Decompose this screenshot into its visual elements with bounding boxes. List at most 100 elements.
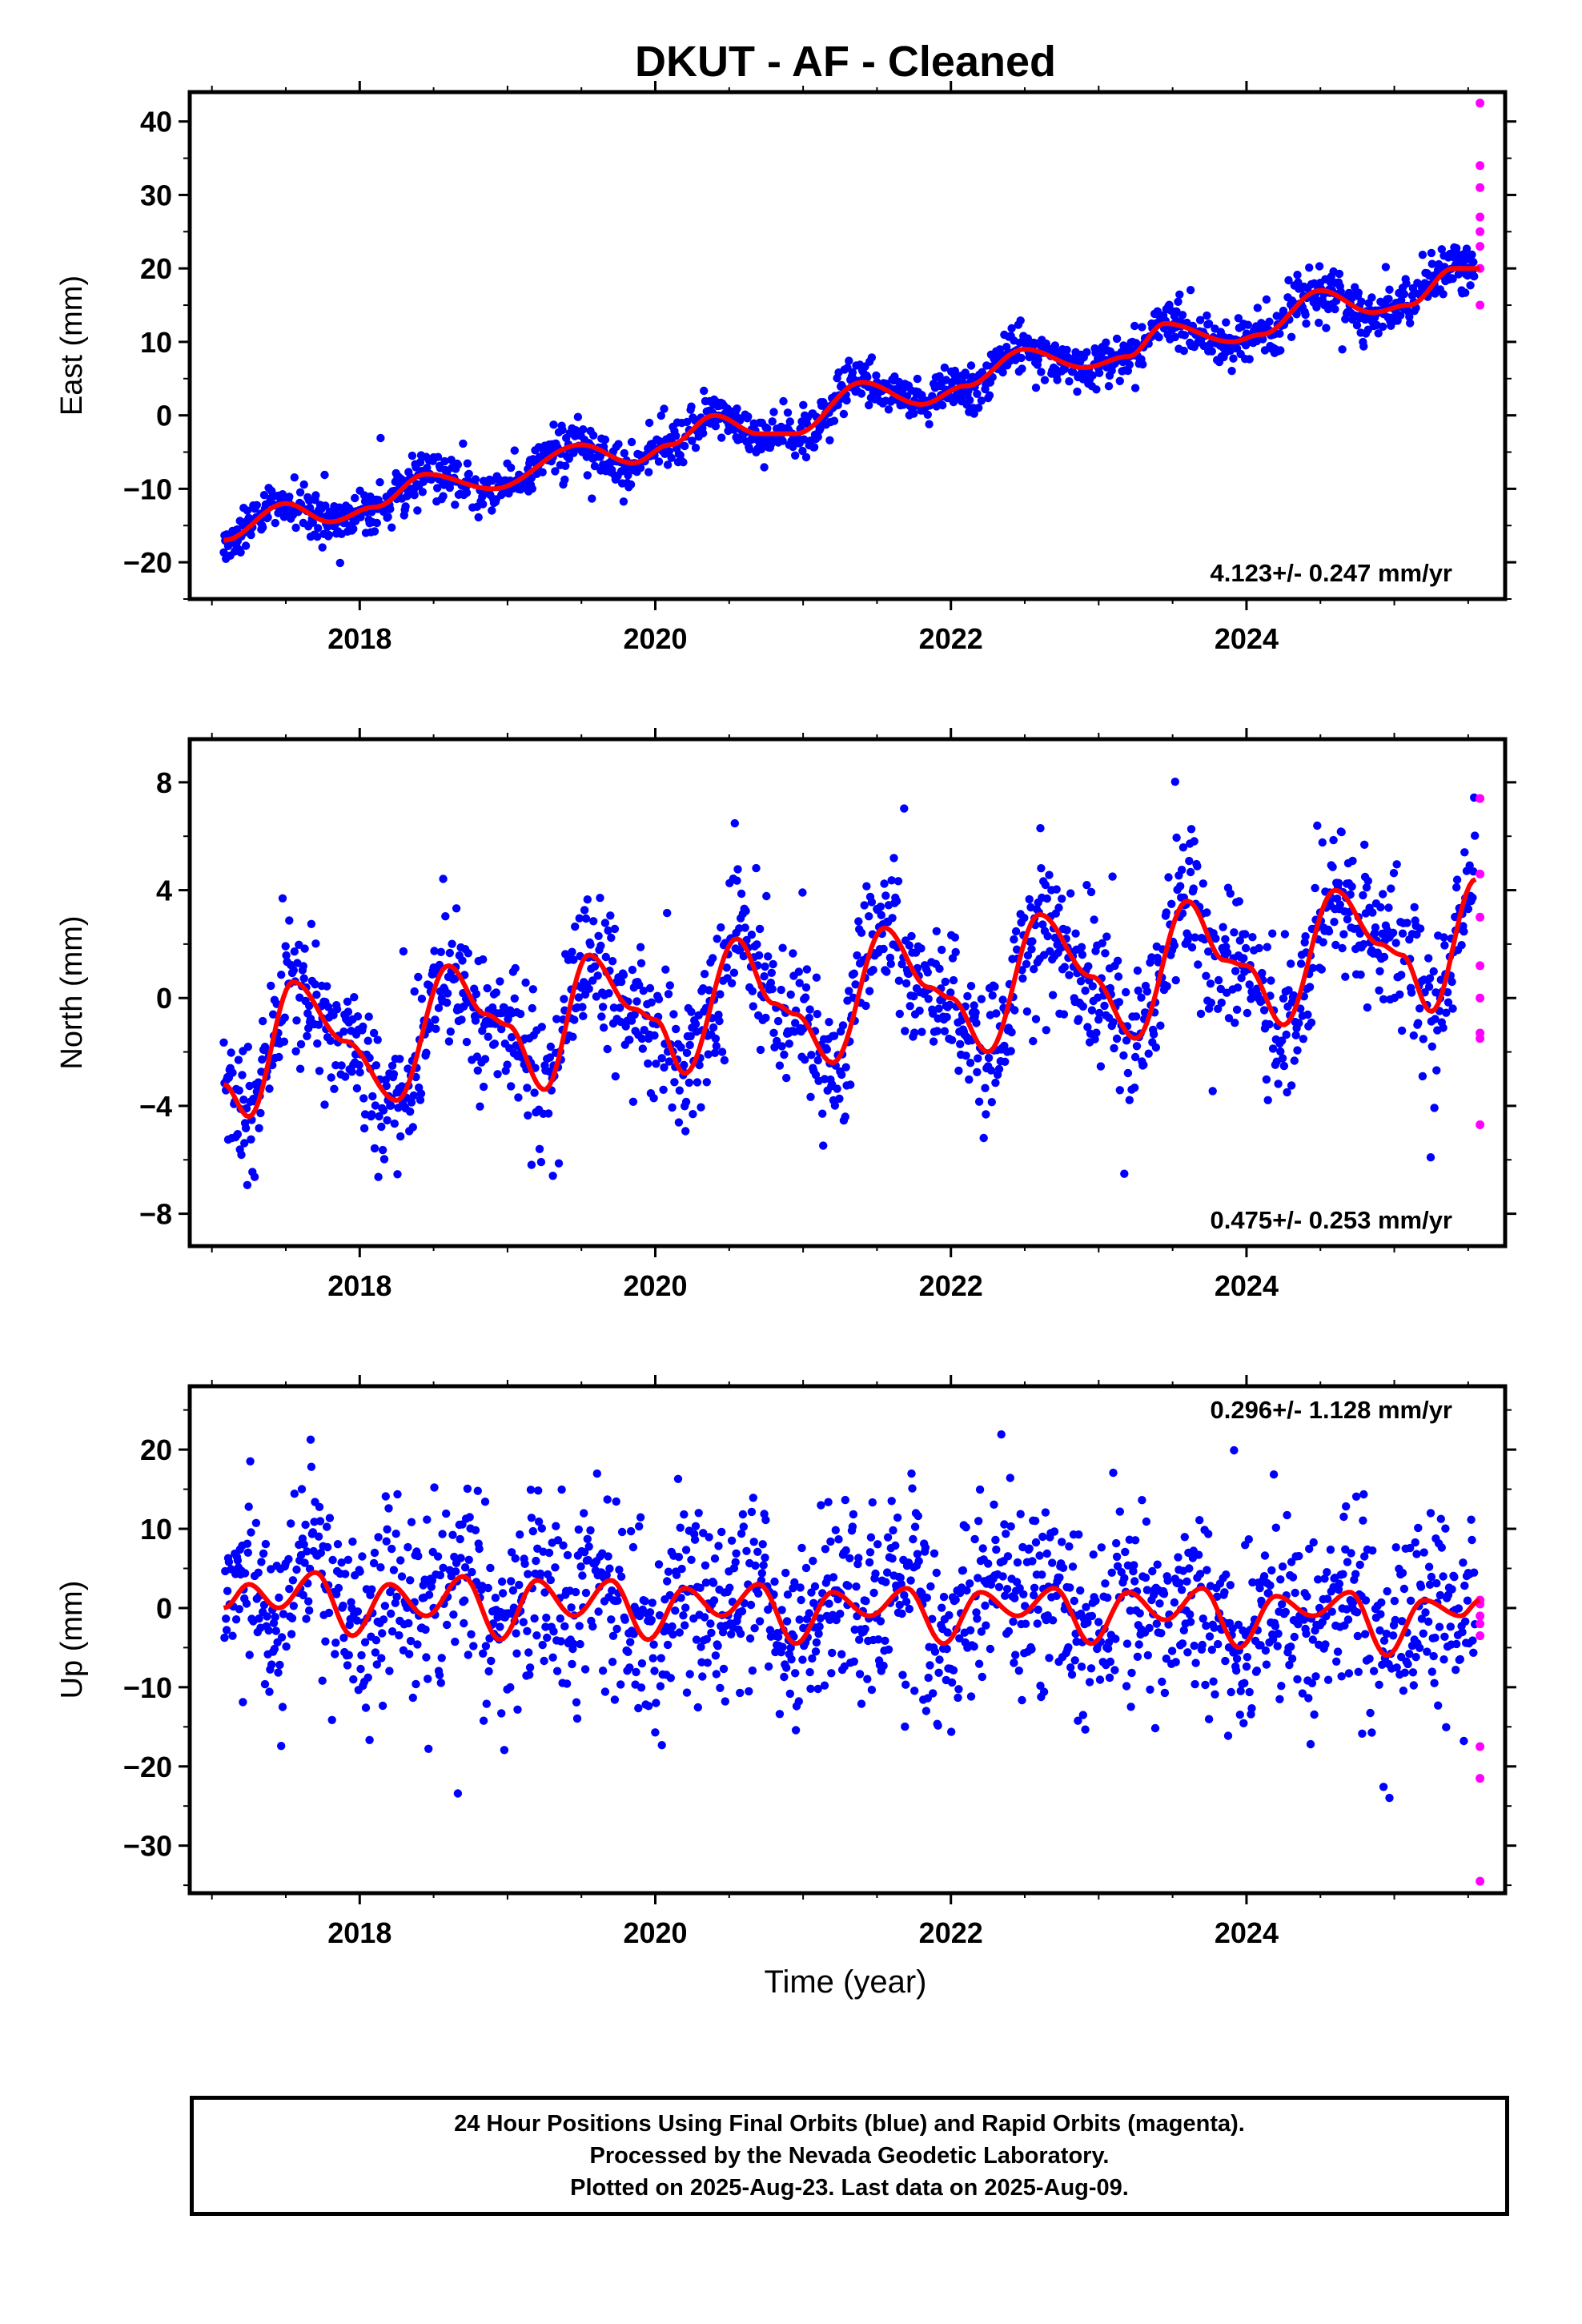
up-point [1028, 1557, 1037, 1566]
up-point [1406, 1596, 1415, 1606]
up-point [709, 1596, 719, 1605]
north-point [422, 1048, 431, 1057]
east-point [1396, 311, 1405, 320]
up-point [737, 1529, 746, 1538]
up-point [786, 1643, 795, 1652]
up-point [393, 1490, 402, 1499]
north-point [1392, 860, 1401, 869]
north-point [865, 912, 873, 921]
north-point [343, 1007, 353, 1016]
up-point [716, 1683, 725, 1692]
up-point [651, 1728, 660, 1737]
north-point [941, 977, 950, 987]
up-point [1255, 1584, 1264, 1593]
north-point [949, 975, 958, 985]
north-point [1119, 1051, 1128, 1060]
up-point [883, 1533, 893, 1542]
north-point [606, 911, 615, 920]
up-point [1268, 1634, 1278, 1644]
east-point [700, 386, 709, 396]
north-point [1012, 945, 1022, 954]
north-point [524, 1111, 532, 1120]
up-point [583, 1534, 592, 1544]
up-point [1411, 1538, 1419, 1547]
up-point [404, 1542, 412, 1552]
up-point [693, 1703, 702, 1712]
up-point [975, 1485, 985, 1494]
east-frame [187, 90, 1508, 601]
north-point [900, 804, 909, 813]
north-point [1278, 1036, 1287, 1045]
north-point [861, 1001, 870, 1011]
up-point [270, 1644, 279, 1654]
east-point [1204, 320, 1214, 328]
north-point [1299, 1035, 1308, 1043]
up-point [1030, 1516, 1040, 1526]
up-point [901, 1680, 910, 1689]
east-point [551, 467, 560, 476]
north-point [822, 1045, 832, 1054]
chart-title: DKUT - AF - Cleaned [635, 38, 1056, 86]
up-rapid-point [1476, 1619, 1485, 1629]
north-point [299, 962, 307, 971]
up-point [942, 1644, 951, 1654]
up-point [497, 1577, 507, 1586]
up-point [1091, 1596, 1100, 1606]
up-point [1160, 1688, 1170, 1698]
east-point [839, 409, 849, 419]
east-point [1448, 275, 1457, 283]
up-point [468, 1567, 476, 1577]
up-point [1232, 1655, 1242, 1663]
north-point [649, 1094, 658, 1103]
up-point [552, 1522, 560, 1530]
north-point [1184, 931, 1193, 941]
up-point [801, 1563, 811, 1573]
north-point [1324, 927, 1334, 936]
up-point [781, 1568, 790, 1578]
up-point [761, 1553, 769, 1562]
north-point [1239, 954, 1248, 963]
north-point [1241, 930, 1250, 939]
north-point [521, 978, 530, 987]
east-point [1293, 271, 1302, 279]
up-point [1303, 1592, 1311, 1601]
up-point [750, 1624, 759, 1633]
up-point [1424, 1617, 1433, 1626]
up-point [1126, 1606, 1134, 1615]
north-point [1132, 1042, 1142, 1051]
up-point [451, 1637, 460, 1647]
north-point [663, 908, 672, 918]
up-point [1403, 1659, 1412, 1669]
north-point [490, 1039, 500, 1048]
up-point [791, 1669, 800, 1678]
east-point [964, 387, 973, 396]
north-point [1389, 869, 1399, 878]
up-point [282, 1642, 291, 1651]
north-point [1331, 940, 1340, 950]
north-point [511, 963, 520, 973]
north-point [275, 1052, 283, 1062]
up-point [1435, 1590, 1445, 1600]
north-point [977, 995, 986, 1003]
north-point [1263, 943, 1272, 951]
north-point [1071, 929, 1080, 938]
east-point [1379, 322, 1387, 332]
up-point [524, 1648, 533, 1657]
east-point [665, 447, 674, 456]
north-point [409, 1091, 418, 1100]
north-point [1224, 1014, 1234, 1023]
north-point [905, 1002, 914, 1011]
up-point [974, 1659, 984, 1668]
up-point [551, 1563, 560, 1572]
east-point [236, 548, 245, 557]
north-point [1176, 882, 1185, 891]
up-point [473, 1486, 482, 1495]
east-point [909, 409, 918, 418]
up-point [1138, 1496, 1146, 1505]
north-point [1375, 986, 1383, 995]
north-point [255, 1124, 263, 1133]
up-point [682, 1688, 692, 1697]
up-point [244, 1502, 253, 1511]
north-point [851, 980, 860, 989]
